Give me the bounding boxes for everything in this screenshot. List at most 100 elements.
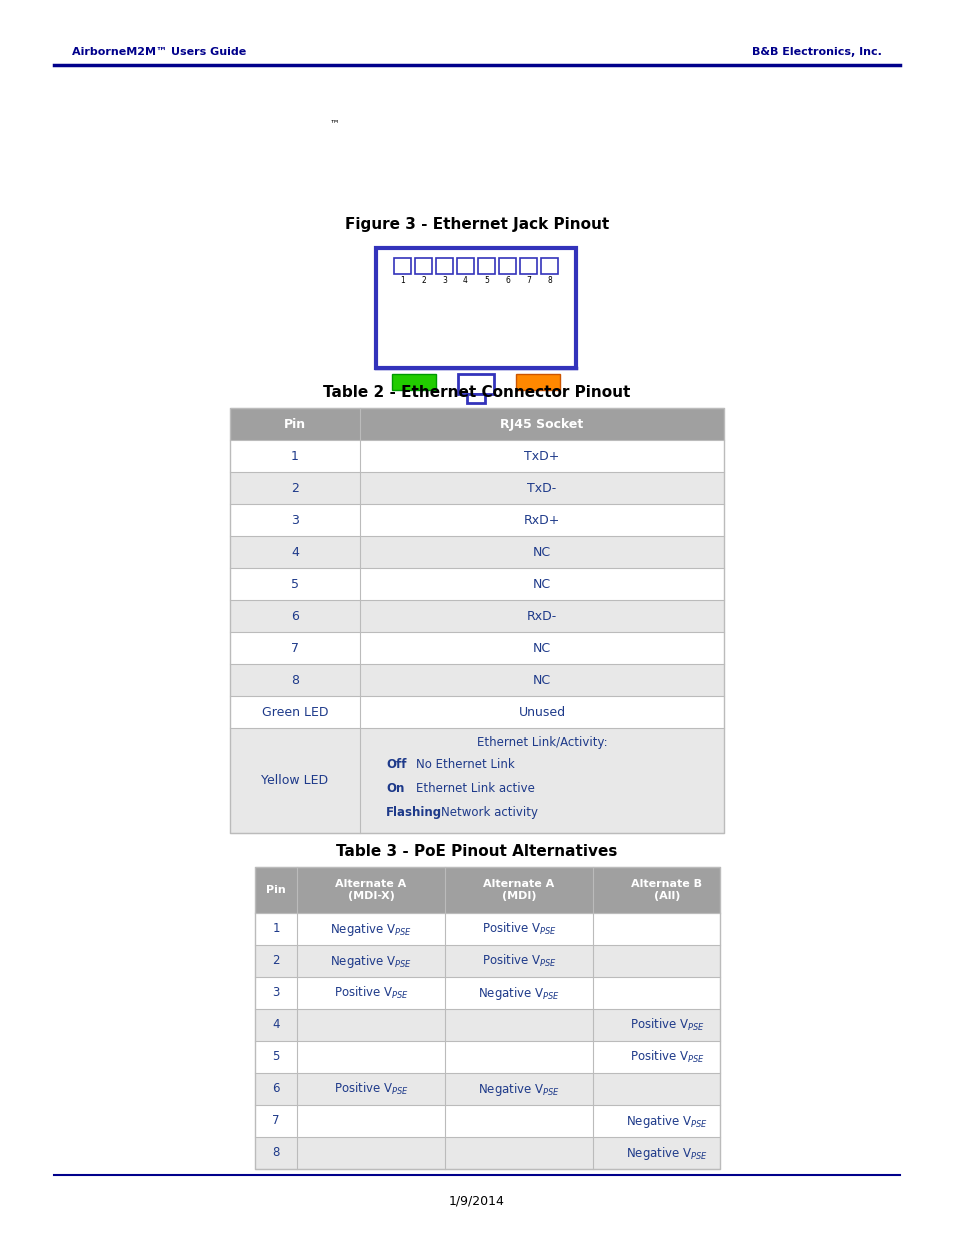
Text: Positive V$_{PSE}$: Positive V$_{PSE}$ bbox=[481, 953, 556, 969]
Text: 2: 2 bbox=[291, 482, 298, 494]
Text: Negative V$_{PSE}$: Negative V$_{PSE}$ bbox=[625, 1113, 707, 1130]
Text: Table 3 - PoE Pinout Alternatives: Table 3 - PoE Pinout Alternatives bbox=[336, 844, 617, 860]
Text: 3: 3 bbox=[441, 275, 446, 285]
Bar bbox=[230, 536, 723, 568]
Text: 6: 6 bbox=[291, 610, 298, 622]
Bar bbox=[415, 258, 432, 274]
Bar bbox=[436, 258, 453, 274]
Text: Alternate A
(MDI-X): Alternate A (MDI-X) bbox=[335, 879, 406, 902]
Bar bbox=[230, 600, 723, 632]
Text: 1: 1 bbox=[272, 923, 279, 935]
Text: Alternate B
(All): Alternate B (All) bbox=[631, 879, 701, 902]
Text: Positive V$_{PSE}$: Positive V$_{PSE}$ bbox=[629, 1049, 703, 1065]
Bar bbox=[230, 408, 723, 440]
Bar bbox=[254, 913, 720, 945]
Text: 7: 7 bbox=[525, 275, 531, 285]
Text: Negative V$_{PSE}$: Negative V$_{PSE}$ bbox=[625, 1145, 707, 1161]
Text: B&B Electronics, Inc.: B&B Electronics, Inc. bbox=[751, 47, 882, 57]
Text: 1: 1 bbox=[399, 275, 404, 285]
Bar bbox=[254, 1009, 720, 1041]
Text: 3: 3 bbox=[291, 514, 298, 526]
Text: Pin: Pin bbox=[266, 885, 286, 895]
Bar bbox=[230, 697, 723, 727]
Bar bbox=[254, 867, 720, 913]
Bar bbox=[254, 945, 720, 977]
Text: Ethernet Link/Activity:: Ethernet Link/Activity: bbox=[476, 736, 607, 748]
Text: TxD-: TxD- bbox=[527, 482, 556, 494]
Bar bbox=[254, 867, 720, 1170]
Bar bbox=[516, 374, 559, 390]
Bar bbox=[519, 258, 537, 274]
Text: NC: NC bbox=[533, 546, 551, 558]
Text: Off: Off bbox=[386, 758, 406, 771]
Bar bbox=[498, 258, 516, 274]
Bar bbox=[230, 632, 723, 664]
Text: 1: 1 bbox=[291, 450, 298, 462]
Text: Alternate A
(MDI): Alternate A (MDI) bbox=[483, 879, 554, 902]
Text: Yellow LED: Yellow LED bbox=[261, 774, 328, 787]
Text: AirborneM2M™ Users Guide: AirborneM2M™ Users Guide bbox=[71, 47, 246, 57]
Text: 8: 8 bbox=[272, 1146, 279, 1160]
Text: NC: NC bbox=[533, 673, 551, 687]
Text: On: On bbox=[386, 782, 404, 795]
Text: 4: 4 bbox=[291, 546, 298, 558]
Text: ™: ™ bbox=[330, 119, 339, 128]
Text: 7: 7 bbox=[291, 641, 298, 655]
Text: 3: 3 bbox=[272, 987, 279, 999]
Bar bbox=[230, 504, 723, 536]
Text: Negative V$_{PSE}$: Negative V$_{PSE}$ bbox=[330, 952, 412, 969]
Text: 5: 5 bbox=[272, 1051, 279, 1063]
Text: Negative V$_{PSE}$: Negative V$_{PSE}$ bbox=[330, 920, 412, 937]
Text: RxD-: RxD- bbox=[526, 610, 557, 622]
Text: RxD+: RxD+ bbox=[523, 514, 559, 526]
Text: Positive V$_{PSE}$: Positive V$_{PSE}$ bbox=[334, 986, 408, 1002]
Bar bbox=[254, 1073, 720, 1105]
Text: 4: 4 bbox=[272, 1019, 279, 1031]
Text: 6: 6 bbox=[504, 275, 510, 285]
Text: 6: 6 bbox=[272, 1083, 279, 1095]
Text: 4: 4 bbox=[462, 275, 468, 285]
Bar bbox=[254, 977, 720, 1009]
Bar bbox=[392, 374, 436, 390]
Bar bbox=[540, 258, 558, 274]
Bar bbox=[230, 664, 723, 697]
Text: 1/9/2014: 1/9/2014 bbox=[449, 1195, 504, 1208]
Bar bbox=[254, 1041, 720, 1073]
Text: Table 2 - Ethernet Connector Pinout: Table 2 - Ethernet Connector Pinout bbox=[323, 385, 630, 400]
Bar bbox=[467, 394, 484, 403]
Text: Flashing: Flashing bbox=[386, 806, 441, 819]
Bar bbox=[230, 472, 723, 504]
Text: 8: 8 bbox=[291, 673, 298, 687]
Bar bbox=[457, 374, 494, 394]
Text: Negative V$_{PSE}$: Negative V$_{PSE}$ bbox=[477, 984, 559, 1002]
Text: 7: 7 bbox=[272, 1114, 279, 1128]
Text: 8: 8 bbox=[547, 275, 551, 285]
Text: Network activity: Network activity bbox=[440, 806, 537, 819]
Text: 5: 5 bbox=[483, 275, 489, 285]
Text: Positive V$_{PSE}$: Positive V$_{PSE}$ bbox=[629, 1016, 703, 1032]
Text: No Ethernet Link: No Ethernet Link bbox=[416, 758, 515, 771]
Text: Pin: Pin bbox=[284, 417, 306, 431]
Bar bbox=[230, 727, 723, 832]
Bar bbox=[230, 408, 723, 832]
Bar bbox=[477, 258, 495, 274]
Text: NC: NC bbox=[533, 641, 551, 655]
Text: TxD+: TxD+ bbox=[524, 450, 559, 462]
Text: 2: 2 bbox=[420, 275, 425, 285]
Bar bbox=[230, 440, 723, 472]
Text: Ethernet Link active: Ethernet Link active bbox=[416, 782, 535, 795]
Text: Negative V$_{PSE}$: Negative V$_{PSE}$ bbox=[477, 1081, 559, 1098]
Bar bbox=[456, 258, 474, 274]
Text: Green LED: Green LED bbox=[261, 705, 328, 719]
Bar bbox=[254, 1105, 720, 1137]
Text: Positive V$_{PSE}$: Positive V$_{PSE}$ bbox=[334, 1081, 408, 1097]
Text: RJ45 Socket: RJ45 Socket bbox=[500, 417, 583, 431]
Bar bbox=[230, 568, 723, 600]
Text: 5: 5 bbox=[291, 578, 298, 590]
Text: Positive V$_{PSE}$: Positive V$_{PSE}$ bbox=[481, 921, 556, 937]
Text: Unused: Unused bbox=[517, 705, 565, 719]
Text: NC: NC bbox=[533, 578, 551, 590]
Text: 2: 2 bbox=[272, 955, 279, 967]
Bar bbox=[394, 258, 411, 274]
Bar bbox=[375, 248, 576, 368]
